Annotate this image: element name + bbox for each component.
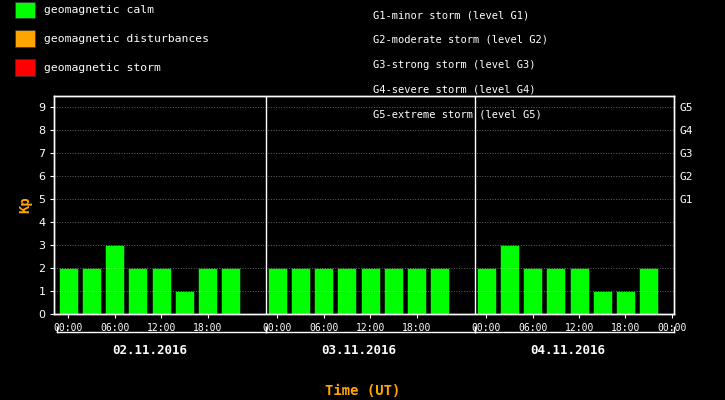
Bar (128, 268, 147, 314)
Bar (570, 268, 589, 314)
Text: Time (UT): Time (UT) (325, 384, 400, 398)
Bar (476, 268, 496, 314)
Bar (384, 268, 403, 314)
Bar (105, 245, 124, 314)
Bar (616, 291, 635, 314)
Bar (337, 268, 357, 314)
Text: geomagnetic storm: geomagnetic storm (44, 63, 160, 73)
Text: geomagnetic calm: geomagnetic calm (44, 5, 154, 15)
Bar (268, 268, 287, 314)
Bar (523, 268, 542, 314)
Bar (59, 268, 78, 314)
Text: geomagnetic disturbances: geomagnetic disturbances (44, 34, 209, 44)
Bar (407, 268, 426, 314)
Y-axis label: Kp: Kp (19, 197, 33, 213)
Bar (360, 268, 380, 314)
Bar (221, 268, 240, 314)
Text: G2-moderate storm (level G2): G2-moderate storm (level G2) (373, 35, 548, 45)
Text: 04.11.2016: 04.11.2016 (530, 344, 605, 357)
Text: G1-minor storm (level G1): G1-minor storm (level G1) (373, 10, 530, 20)
Bar (639, 268, 658, 314)
Bar (152, 268, 170, 314)
Bar (198, 268, 217, 314)
Bar (82, 268, 101, 314)
Text: 02.11.2016: 02.11.2016 (112, 344, 187, 357)
Bar (593, 291, 612, 314)
Bar (314, 268, 334, 314)
Bar (547, 268, 566, 314)
Bar (291, 268, 310, 314)
Text: 03.11.2016: 03.11.2016 (321, 344, 396, 357)
Text: G5-extreme storm (level G5): G5-extreme storm (level G5) (373, 109, 542, 119)
Bar (430, 268, 450, 314)
Bar (500, 245, 519, 314)
Text: G3-strong storm (level G3): G3-strong storm (level G3) (373, 60, 536, 70)
Text: G4-severe storm (level G4): G4-severe storm (level G4) (373, 84, 536, 94)
Bar (175, 291, 194, 314)
